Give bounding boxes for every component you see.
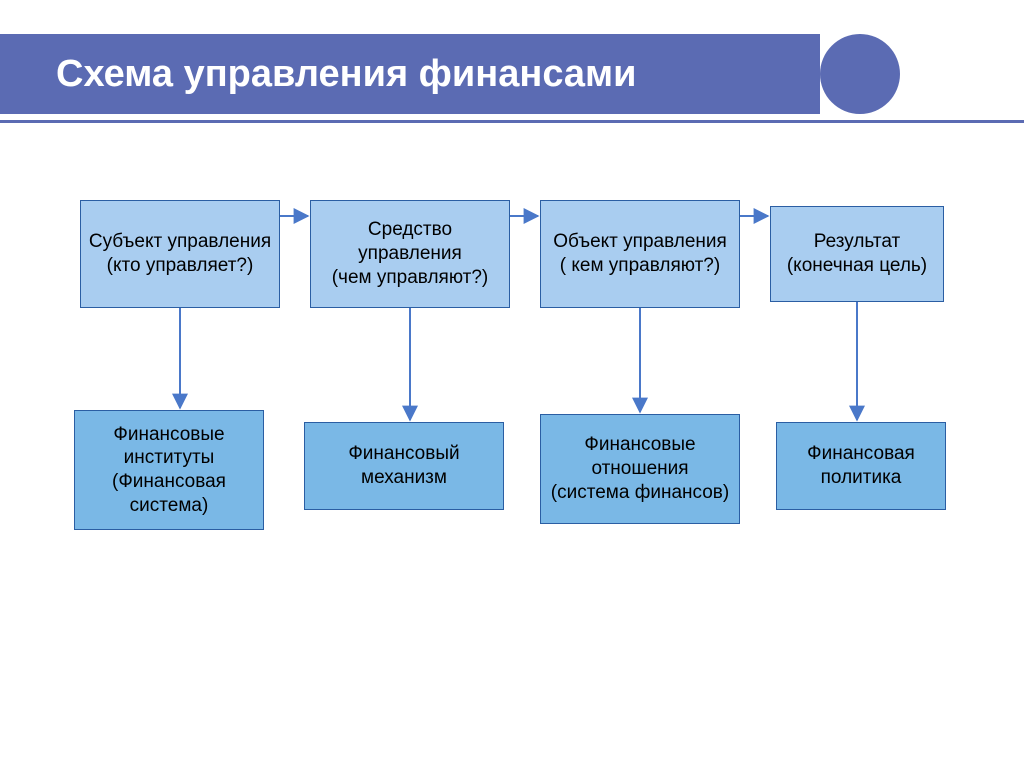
- title-cap-icon: [820, 34, 900, 114]
- slide: Схема управления финансами Субъект управ…: [0, 0, 1024, 767]
- flowchart-node-n8: Финансовая политика: [776, 422, 946, 510]
- title-bar: Схема управления финансами: [0, 34, 820, 114]
- slide-title: Схема управления финансами: [56, 53, 637, 96]
- title-underline: [0, 120, 1024, 123]
- flowchart-node-n1: Субъект управления(кто управляет?): [80, 200, 280, 308]
- flowchart-node-n5: Финансовые институты(Финансовая система): [74, 410, 264, 530]
- flowchart-node-n6: Финансовый механизм: [304, 422, 504, 510]
- flowchart: Субъект управления(кто управляет?) Средст…: [60, 160, 964, 700]
- flowchart-node-n3: Объект управления( кем управляют?): [540, 200, 740, 308]
- flowchart-node-n4: Результат(конечная цель): [770, 206, 944, 302]
- flowchart-node-n2: Средство управления(чем управляют?): [310, 200, 510, 308]
- flowchart-node-n7: Финансовые отношения(система финансов): [540, 414, 740, 524]
